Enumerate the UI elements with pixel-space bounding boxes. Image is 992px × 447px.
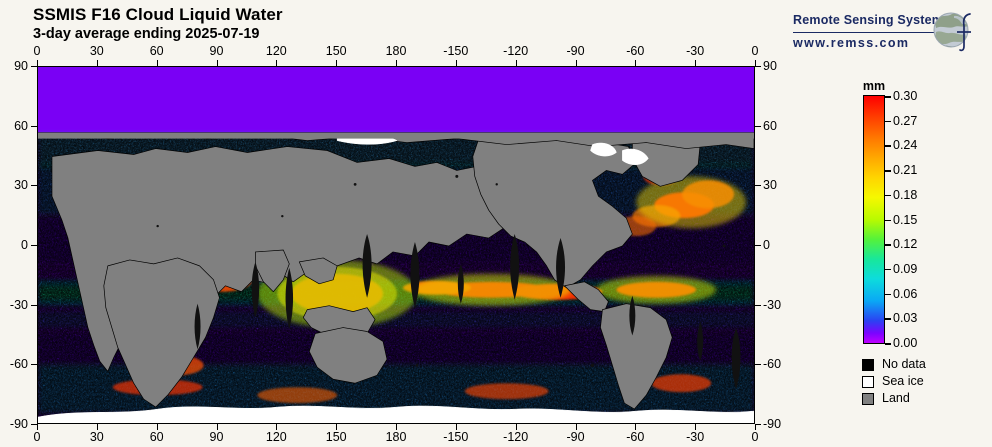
y-tick-right-1: 60 (763, 118, 777, 133)
x-tick-bottom-0: 0 (33, 430, 41, 444)
logo-divider (793, 32, 941, 33)
x-tick-bottom-4: 120 (265, 430, 287, 444)
legend-swatch-land (862, 393, 874, 405)
legend-swatch-sea-ice (862, 376, 874, 388)
logo-company-name: Remote Sensing Systems (793, 13, 951, 27)
x-tick-bottom-5: 150 (325, 430, 347, 444)
colorbar-tick-9: 0.03 (893, 311, 918, 326)
colorbar-tick-7: 0.09 (893, 261, 918, 276)
x-tick-bottom-9: -90 (566, 430, 585, 444)
colorbar-tick-8: 0.06 (893, 286, 918, 301)
page-title: SSMIS F16 Cloud Liquid Water (33, 5, 283, 24)
y-tick-right-4: -30 (763, 297, 782, 312)
colorbar (863, 95, 885, 344)
colorbar-tick-10: 0.00 (893, 336, 918, 350)
colorbar-unit-label: mm (862, 79, 886, 93)
colorbar-tick-2: 0.24 (893, 138, 918, 153)
y-tick-right-2: 30 (763, 178, 777, 193)
x-tick-bottom-6: 180 (385, 430, 407, 444)
x-tick-top-1: 30 (89, 44, 104, 58)
x-tick-top-6: 180 (385, 44, 407, 58)
x-tick-bottom-8: -120 (503, 430, 529, 444)
y-tick-left-2: 30 (14, 178, 28, 193)
y-tick-right-3: 0 (763, 238, 770, 252)
x-tick-top-8: -120 (503, 44, 529, 58)
colorbar-tick-6: 0.12 (893, 237, 918, 252)
y-tick-right-5: -60 (763, 357, 782, 372)
x-tick-bottom-3: 90 (209, 430, 224, 444)
y-tick-left-4: -30 (9, 297, 28, 312)
y-tick-right-0: 90 (763, 59, 777, 73)
colorbar-tick-5: 0.15 (893, 212, 918, 227)
remss-logo: Remote Sensing Systems www.remss.com (793, 6, 983, 54)
x-tick-bottom-2: 60 (149, 430, 164, 444)
logo-website-url: www.remss.com (793, 36, 910, 50)
x-tick-top-7: -150 (443, 44, 469, 58)
x-tick-top-11: -30 (686, 44, 705, 58)
x-tick-top-10: -60 (626, 44, 645, 58)
colorbar-tick-0: 0.30 (893, 89, 918, 103)
y-tick-left-0: 90 (14, 59, 28, 73)
y-tick-right-6: -90 (763, 417, 782, 431)
colorbar-tick-1: 0.27 (893, 113, 918, 128)
x-tick-top-9: -90 (566, 44, 585, 58)
globe-icon (933, 12, 971, 52)
colorbar-tick-4: 0.18 (893, 187, 918, 202)
legend-swatch-no-data (862, 359, 874, 371)
page-subtitle: 3-day average ending 2025-07-19 (33, 26, 260, 42)
map-plot-area[interactable] (37, 66, 755, 424)
y-tick-left-1: 60 (14, 118, 28, 133)
x-tick-top-5: 150 (325, 44, 347, 58)
x-tick-top-0: 0 (33, 44, 41, 58)
legend-label-no-data: No data (882, 357, 926, 371)
cloud-liquid-water-map (38, 67, 754, 423)
x-tick-bottom-10: -60 (626, 430, 645, 444)
x-tick-bottom-1: 30 (89, 430, 104, 444)
legend-label-sea-ice: Sea ice (882, 374, 924, 388)
y-tick-left-5: -60 (9, 357, 28, 372)
x-tick-top-2: 60 (149, 44, 164, 58)
colorbar-tick-3: 0.21 (893, 163, 918, 178)
legend-label-land: Land (882, 391, 910, 405)
x-tick-bottom-7: -150 (443, 430, 469, 444)
x-tick-top-3: 90 (209, 44, 224, 58)
x-tick-top-12: 0 (751, 44, 759, 58)
x-tick-bottom-12: 0 (751, 430, 759, 444)
x-tick-top-4: 120 (265, 44, 287, 58)
y-tick-left-3: 0 (21, 238, 28, 252)
y-tick-left-6: -90 (9, 417, 28, 431)
x-tick-bottom-11: -30 (686, 430, 705, 444)
